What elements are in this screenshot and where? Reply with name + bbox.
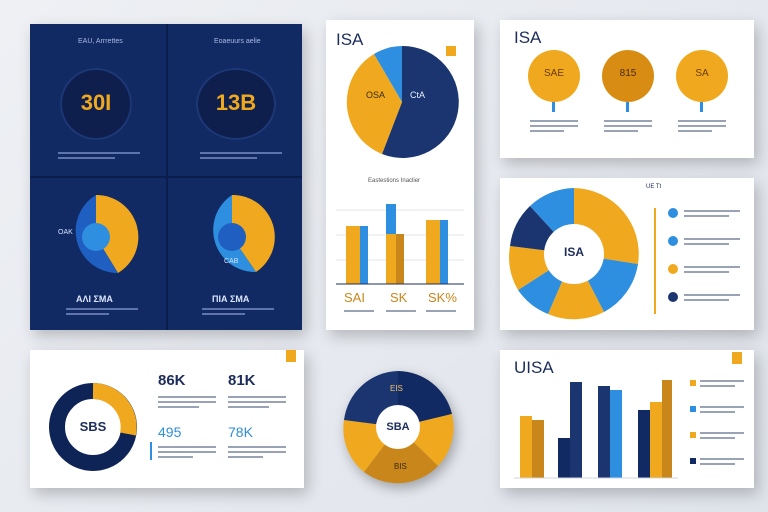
bubble-stem — [700, 102, 703, 112]
accent-square — [732, 352, 742, 364]
text-lines — [700, 406, 744, 416]
legend-dot — [668, 208, 678, 218]
ring-value: 13B — [215, 90, 257, 115]
slice-label: OSA — [366, 90, 386, 100]
pie-bar-card: ISA OSA CtA Eastestions Inaclier SAI SK … — [326, 20, 474, 330]
pie-footer: ΑΛΙ ΣΜΑ — [76, 294, 113, 304]
pie-slice-label: BIS — [394, 462, 407, 471]
text-lines — [228, 446, 286, 461]
legend-dot — [668, 236, 678, 246]
text-lines — [700, 380, 744, 390]
pie-footer: ΠΙΑ ΣΜΑ — [212, 294, 250, 304]
bubble-stem — [552, 102, 555, 112]
pie-center-label: SBA — [386, 421, 410, 433]
text-lines — [158, 396, 216, 411]
pie-slice-label: EIS — [390, 384, 403, 393]
card-title: UISA — [514, 358, 554, 377]
stat-bubble: 815 — [602, 50, 654, 102]
text-lines — [58, 152, 140, 162]
stat-ring: 30Ι — [60, 68, 132, 140]
bubble-value: 815 — [619, 68, 637, 79]
text-lines — [530, 120, 578, 135]
pie-chart — [75, 194, 139, 274]
bar-chart — [336, 204, 464, 285]
side-tag: UE Tt — [646, 184, 662, 190]
accent-square — [446, 46, 456, 56]
bar-label: SAI — [344, 290, 365, 305]
ring-chart — [49, 383, 137, 471]
pie-chart — [213, 194, 275, 273]
text-lines — [228, 396, 286, 411]
slice-label: CtA — [410, 90, 426, 100]
stat-value: 81K — [228, 372, 256, 389]
text-lines — [684, 266, 740, 276]
text-lines — [200, 152, 282, 162]
text-lines — [344, 310, 374, 315]
text-lines — [386, 310, 416, 315]
stat-ring: 13B — [196, 68, 276, 140]
bar-label: SK% — [428, 290, 457, 305]
bar-chart-header: Eastestions Inaclier — [368, 178, 421, 184]
legend-swatch — [690, 406, 696, 412]
legend-swatch — [690, 458, 696, 464]
bubble-card: ISA SAE 815 SA — [500, 20, 754, 158]
ring-center-label: SBS — [79, 419, 107, 434]
pie-center-label: OAK — [58, 229, 73, 236]
bubble-value: SAE — [543, 68, 564, 79]
donut-card: ISA UE Tt — [500, 178, 754, 330]
text-lines — [700, 458, 744, 468]
text-lines — [678, 120, 726, 135]
accent-square — [286, 350, 296, 362]
ring-stats-card: SBS 86K 81K 495 78K — [30, 350, 304, 488]
bar-label: SK — [390, 290, 408, 305]
text-lines — [604, 120, 652, 135]
stat-value: 78K — [228, 424, 253, 440]
donut-chart — [509, 188, 639, 320]
bar-chart — [514, 380, 678, 479]
legend-dot — [668, 292, 678, 302]
legend-swatch — [690, 432, 696, 438]
panel-header: Eoaeuurs aelie — [214, 38, 261, 45]
panel-header: EAU, Arrrettes — [78, 38, 123, 45]
accent-bar — [150, 442, 152, 460]
legend-swatch — [690, 380, 696, 386]
legend-dot — [668, 264, 678, 274]
text-lines — [426, 310, 456, 315]
text-lines — [66, 308, 138, 318]
text-lines — [684, 294, 740, 304]
text-lines — [684, 210, 740, 220]
segmented-pie — [343, 371, 454, 484]
timeline-line — [654, 208, 656, 314]
pie-chart — [346, 45, 459, 158]
text-lines — [684, 238, 740, 248]
stat-value: 86K — [158, 372, 186, 389]
bubble-stem — [626, 102, 629, 112]
text-lines — [158, 446, 216, 461]
stat-value: 495 — [158, 424, 182, 440]
pie-center-label: CAB — [224, 258, 239, 265]
card-title: ISA — [514, 28, 542, 47]
bubble-value: SA — [695, 68, 709, 79]
card-title: ISA — [336, 30, 364, 49]
donut-center-label: ISA — [563, 245, 584, 259]
panel-divider — [30, 176, 302, 178]
text-lines — [202, 308, 274, 318]
bar-card: UISA — [500, 350, 754, 488]
ring-value: 30Ι — [80, 90, 112, 115]
stat-bubble: SA — [676, 50, 728, 102]
dark-report-panel: EAU, Arrrettes 30Ι Eoaeuurs aelie 13B OA… — [30, 24, 302, 330]
text-lines — [700, 432, 744, 442]
stat-bubble: SAE — [528, 50, 580, 102]
